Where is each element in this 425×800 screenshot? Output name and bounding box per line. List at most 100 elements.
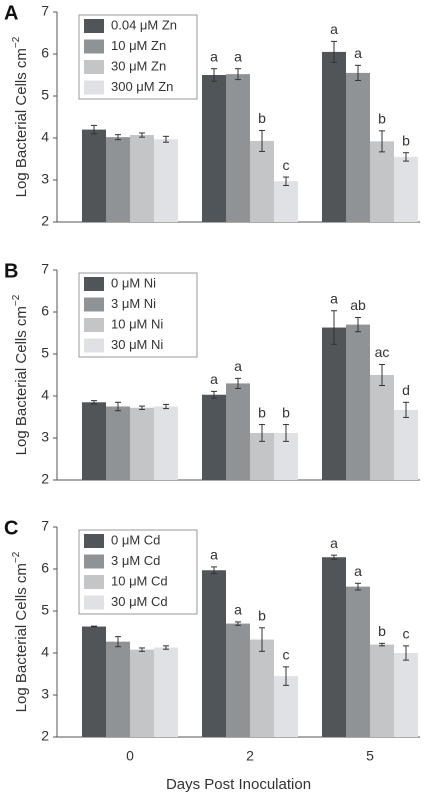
error-bar	[235, 621, 241, 626]
bar	[226, 74, 250, 222]
significance-label: d	[402, 382, 410, 398]
error-bar	[115, 636, 121, 648]
y-axis-label-text: Log Bacterial Cells cm	[13, 48, 30, 197]
error-bar	[163, 135, 169, 143]
y-axis-label: Log Bacterial Cells cm−2	[11, 294, 30, 455]
error-bar	[403, 401, 409, 418]
legend-label: 3 μM Ni	[111, 296, 156, 311]
significance-label: a	[354, 563, 362, 579]
legend-swatch	[84, 80, 104, 95]
y-axis-label: Log Bacterial Cells cm−2	[11, 551, 30, 712]
error-bar	[403, 152, 409, 162]
error-bar	[355, 316, 361, 333]
significance-label: b	[258, 404, 266, 420]
error-bar	[163, 645, 169, 650]
error-bar	[379, 642, 385, 647]
error-bar	[139, 405, 145, 410]
error-bar	[379, 130, 385, 153]
legend-swatch	[84, 318, 104, 332]
bar	[394, 653, 418, 737]
bar	[394, 156, 418, 222]
significance-label: a	[330, 290, 338, 306]
significance-label: ab	[350, 297, 366, 313]
legend-label: 300 μM Zn	[111, 79, 173, 94]
legend-label: 30 μM Zn	[111, 58, 166, 73]
x-tick-label: 0	[126, 748, 134, 764]
error-bar	[115, 134, 121, 141]
significance-label: c	[283, 647, 290, 663]
error-bar	[379, 364, 385, 386]
significance-label: c	[283, 157, 290, 173]
bar	[370, 375, 394, 480]
legend-swatch	[84, 19, 104, 33]
y-tick-label: 3	[41, 171, 49, 187]
y-tick-label: 5	[41, 87, 49, 103]
bar	[82, 129, 106, 222]
bar	[130, 649, 154, 737]
legend-label: 0 μM Cd	[111, 532, 160, 547]
error-bar	[283, 176, 289, 186]
error-bar	[331, 40, 337, 63]
error-bar	[91, 124, 97, 135]
y-axis-label: Log Bacterial Cells cm−2	[11, 36, 30, 197]
legend-label: 10 μM Zn	[111, 38, 166, 53]
y-tick-label: 5	[41, 345, 49, 361]
y-tick-label: 6	[41, 560, 49, 576]
error-bar	[235, 68, 241, 81]
error-bar	[211, 566, 217, 575]
y-axis-label-text: Log Bacterial Cells cm	[13, 563, 30, 712]
bar	[202, 570, 226, 737]
bar	[226, 383, 250, 480]
y-tick-label: 6	[41, 45, 49, 61]
legend-swatch	[84, 60, 104, 74]
bar	[370, 644, 394, 737]
y-axis-label-text: Log Bacterial Cells cm	[13, 306, 30, 455]
bar	[106, 641, 130, 737]
error-bar	[259, 129, 265, 152]
y-tick-label: 3	[41, 686, 49, 702]
y-tick-label: 4	[41, 644, 49, 660]
legend-swatch	[84, 554, 104, 569]
panel-label: B	[4, 260, 18, 282]
legend-swatch	[84, 534, 104, 548]
bar	[106, 137, 130, 222]
error-bar	[91, 400, 97, 405]
significance-label: a	[330, 21, 338, 37]
bar	[82, 402, 106, 480]
bar	[82, 626, 106, 737]
error-bar	[139, 647, 145, 652]
bar	[394, 409, 418, 480]
bar	[202, 394, 226, 480]
legend-swatch	[84, 297, 104, 312]
y-tick-label: 3	[41, 429, 49, 445]
legend-label: 0.04 μM Zn	[111, 17, 177, 32]
bar	[154, 139, 178, 222]
y-tick-label: 2	[41, 728, 49, 744]
y-tick-label: 4	[41, 129, 49, 145]
significance-label: c	[403, 626, 410, 642]
bar	[370, 141, 394, 222]
y-tick-label: 7	[41, 518, 49, 534]
panel-label: A	[4, 2, 18, 24]
panel-label: C	[4, 517, 18, 539]
legend-label: 30 μM Cd	[111, 594, 168, 609]
y-tick-label: 7	[41, 3, 49, 19]
error-bar	[355, 582, 361, 591]
significance-label: a	[234, 358, 242, 374]
significance-label: a	[330, 535, 338, 551]
bar	[130, 407, 154, 480]
legend-label: 30 μM Ni	[111, 337, 163, 352]
error-bar	[115, 401, 121, 412]
x-tick-label: 2	[246, 748, 254, 764]
error-bar	[139, 132, 145, 138]
legend-swatch	[84, 39, 104, 54]
error-bar	[235, 377, 241, 389]
significance-label: a	[210, 547, 218, 563]
y-axis-label-sup: −2	[11, 551, 22, 563]
y-tick-label: 4	[41, 387, 49, 403]
significance-label: b	[402, 132, 410, 148]
bar	[274, 676, 298, 737]
bar	[106, 406, 130, 480]
legend-label: 10 μM Cd	[111, 573, 168, 588]
